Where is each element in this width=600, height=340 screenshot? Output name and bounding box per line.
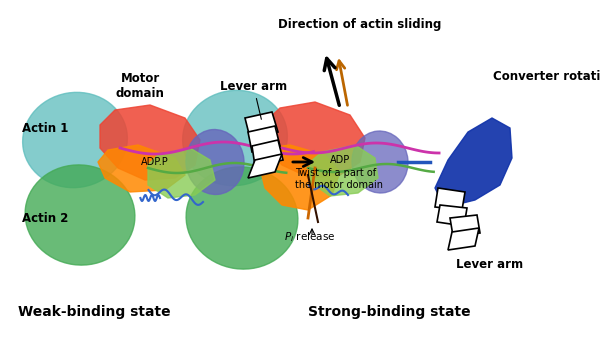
Polygon shape (265, 102, 365, 178)
Text: $P_i$ release: $P_i$ release (284, 230, 336, 244)
Polygon shape (435, 118, 512, 205)
Polygon shape (260, 145, 340, 210)
Ellipse shape (186, 130, 244, 194)
Polygon shape (245, 112, 278, 138)
Text: ADP.P: ADP.P (141, 157, 169, 167)
Text: Strong-binding state: Strong-binding state (308, 305, 470, 319)
Polygon shape (450, 215, 480, 236)
Text: Lever arm: Lever arm (457, 258, 524, 271)
Text: Actin 2: Actin 2 (22, 212, 68, 225)
Polygon shape (98, 145, 185, 192)
Text: Motor
domain: Motor domain (116, 72, 164, 100)
Polygon shape (248, 154, 282, 178)
Text: Twist of a part of
the motor domain: Twist of a part of the motor domain (295, 168, 383, 190)
Text: ADP: ADP (330, 155, 350, 165)
Text: Direction of actin sliding: Direction of actin sliding (278, 18, 442, 31)
Text: Lever arm: Lever arm (220, 80, 287, 119)
Polygon shape (437, 205, 467, 226)
Text: Converter rotation: Converter rotation (493, 70, 600, 83)
Ellipse shape (23, 92, 127, 188)
Ellipse shape (352, 131, 408, 193)
Text: Weak-binding state: Weak-binding state (18, 305, 170, 319)
Text: Actin 1: Actin 1 (22, 122, 68, 135)
Ellipse shape (25, 165, 135, 265)
Ellipse shape (182, 90, 287, 186)
Polygon shape (448, 228, 479, 250)
Polygon shape (148, 148, 215, 198)
Polygon shape (310, 145, 378, 196)
Polygon shape (252, 140, 283, 166)
Polygon shape (100, 105, 200, 180)
Ellipse shape (186, 167, 298, 269)
Polygon shape (435, 188, 465, 210)
Polygon shape (248, 126, 280, 152)
